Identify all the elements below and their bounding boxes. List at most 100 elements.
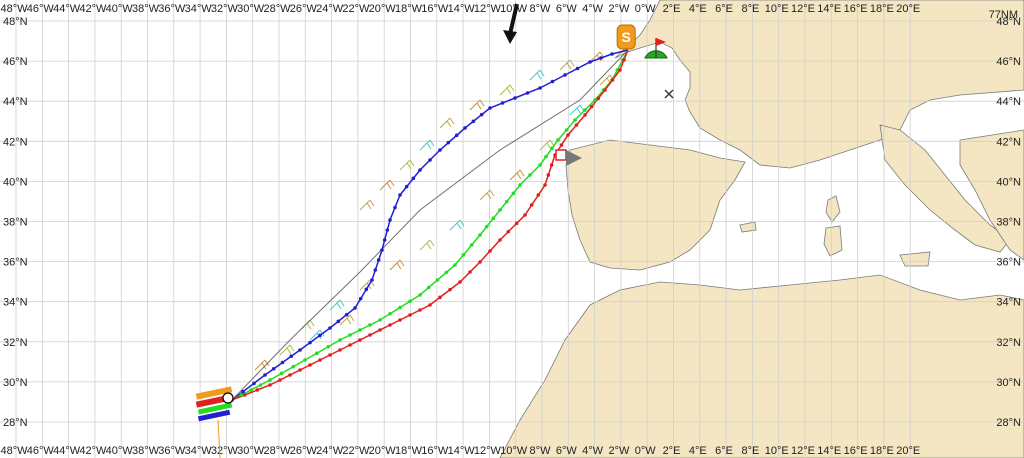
route-point (242, 393, 247, 397)
route-point (513, 96, 517, 100)
route-point (525, 91, 530, 95)
lon-label-top: 12°W (474, 3, 502, 15)
route-point (471, 119, 476, 124)
route-point (344, 312, 349, 317)
land-africa (499, 274, 1024, 458)
route-waypoints (230, 52, 626, 402)
fleet-cluster[interactable] (195, 386, 234, 458)
route-point (438, 295, 442, 300)
route-point (258, 383, 263, 387)
lat-label-left: 38°N (3, 217, 28, 229)
lon-label-bottom: 44°W (53, 445, 81, 457)
lon-label-bottom: 20°W (369, 445, 397, 457)
lon-label-top: 48°W (0, 3, 28, 15)
route-point (550, 146, 554, 151)
lon-label-top: 46°W (27, 3, 55, 15)
lat-label-right: 28°N (996, 417, 1021, 429)
lon-label-bottom: 24°W (316, 445, 344, 457)
route-point (308, 363, 312, 367)
route-point (589, 104, 594, 109)
route-point (549, 163, 554, 167)
route-point (364, 287, 369, 292)
lon-label-top: 26°W (290, 3, 318, 15)
route-point (588, 60, 592, 64)
land-layer (499, 0, 1024, 458)
route-point (338, 338, 342, 342)
lon-label-top: 16°W (421, 3, 449, 15)
lon-label-top: 18°W (395, 3, 423, 15)
lon-label-top: 4°E (689, 3, 707, 15)
route-point (378, 318, 382, 322)
wind-barb (399, 159, 415, 171)
lon-label-bottom: 22°W (342, 445, 370, 457)
lat-label-left: 32°N (3, 337, 28, 349)
route-point (543, 183, 547, 187)
route-point (596, 96, 601, 101)
route-point (411, 176, 416, 181)
lon-label-top: 20°W (369, 3, 397, 15)
lon-label-bottom: 28°W (263, 445, 291, 457)
lon-label-top: 4°W (582, 3, 604, 15)
route-point (559, 143, 564, 147)
lon-label-bottom: 8°E (741, 445, 759, 457)
route-point (368, 333, 372, 337)
route-point (446, 140, 451, 145)
route-point (398, 305, 402, 310)
route-point (583, 108, 587, 112)
lon-label-top: 8°E (741, 3, 759, 15)
route-point (478, 233, 482, 237)
lat-label-right: 36°N (996, 257, 1021, 269)
wind-barb (449, 219, 465, 231)
route-point (448, 287, 452, 292)
lon-label-bottom: 12°W (474, 445, 502, 457)
marker-label: S (621, 29, 630, 45)
route-point (564, 128, 569, 132)
route-point (328, 353, 332, 357)
lat-label-left: 42°N (3, 136, 28, 148)
lon-label-bottom: 12°E (791, 445, 815, 457)
waypoint-markers[interactable]: SS (583, 0, 636, 50)
route-point (428, 158, 432, 162)
route-point (388, 323, 392, 327)
route-point (544, 154, 548, 159)
route-point (348, 333, 352, 337)
lon-label-bottom: 42°W (79, 445, 107, 457)
land-sardinia (823, 225, 843, 257)
route-point (498, 208, 502, 212)
route-point (404, 184, 409, 189)
route-point (498, 238, 502, 242)
lon-label-bottom: 16°W (421, 445, 449, 457)
lon-label-top: 38°W (132, 3, 160, 15)
lat-label-left: 34°N (3, 297, 28, 309)
route-point (318, 333, 322, 338)
route-point (376, 258, 381, 262)
route-point (278, 378, 282, 382)
lon-label-bottom: 14°W (448, 445, 476, 457)
route-point (370, 278, 374, 282)
route-point (279, 371, 284, 376)
land-east (959, 129, 1024, 261)
route-point (393, 205, 397, 210)
boat-marker-coast[interactable] (555, 149, 582, 166)
lat-label-right: 46°N (996, 56, 1021, 68)
waypoint-s-east[interactable]: S (616, 24, 636, 50)
route-point (303, 358, 307, 362)
start-flag-icon[interactable] (644, 38, 668, 59)
route-point (511, 191, 516, 196)
route-point (500, 101, 505, 105)
route-point (556, 138, 560, 142)
route-point (428, 303, 432, 307)
longitude-labels-bottom: 48°W 46°W 44°W 42°W 40°W 38°W 36°W 34°W 32°W 30°W… (0, 445, 920, 457)
route-point (289, 354, 294, 359)
lon-label-top: 8°W (530, 3, 552, 15)
route-point (506, 229, 511, 234)
route-point (353, 306, 357, 310)
route-point (288, 373, 292, 377)
route-point (418, 308, 422, 312)
lat-label-right: 34°N (996, 297, 1021, 309)
lon-label-bottom: 10°E (765, 445, 789, 457)
lon-label-bottom: 32°W (211, 445, 239, 457)
lon-label-bottom: 4°W (582, 445, 604, 457)
